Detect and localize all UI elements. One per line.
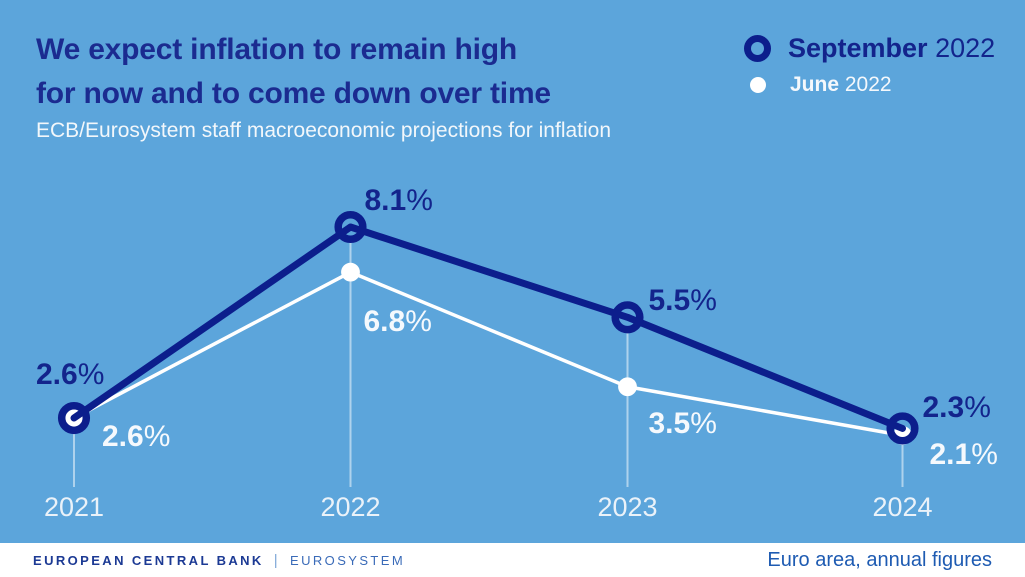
title-line-2: for now and to come down over time <box>36 77 551 110</box>
legend-label: June 2022 <box>790 73 892 96</box>
value-label-june-2024: 2.1% <box>929 438 998 472</box>
footer-bar: EUROPEAN CENTRAL BANK | EUROSYSTEM Euro … <box>0 543 1025 577</box>
brand-separator: | <box>273 551 281 569</box>
x-axis-label-2022: 2022 <box>320 492 381 522</box>
series-line-september <box>70 223 906 432</box>
chart-legend: September 2022 June 2022 <box>744 33 1014 106</box>
legend-item-september: September 2022 <box>744 33 1014 64</box>
data-point-ring-september <box>611 301 644 334</box>
page-title: We expect inflation to remain high for n… <box>36 28 676 116</box>
chart-subtitle: ECB/Eurosystem staff macroeconomic proje… <box>36 119 612 142</box>
x-axis-label-2021: 2021 <box>43 492 105 522</box>
data-point-ring-september <box>886 412 919 445</box>
ecb-brand-text: EUROPEAN CENTRAL BANK <box>33 552 264 568</box>
value-label-june-2021: 2.6% <box>102 420 171 453</box>
data-point-ring-september <box>334 210 367 244</box>
value-label-september-2021: 2.6% <box>36 358 105 391</box>
title-line-1: We expect inflation to remain high <box>36 33 518 66</box>
data-point-dot-june <box>618 377 637 397</box>
data-point-dot-june <box>341 262 360 282</box>
value-label-september-2022: 8.1% <box>364 184 433 217</box>
value-label-september-2023: 5.5% <box>648 284 717 318</box>
value-label-june-2022: 6.8% <box>363 305 432 339</box>
legend-label: September 2022 <box>788 33 996 63</box>
data-point-ring-september <box>57 401 91 435</box>
eurosystem-text: EUROSYSTEM <box>290 552 406 568</box>
x-axis-label-2023: 2023 <box>597 492 658 522</box>
x-axis-label-2024: 2024 <box>872 492 933 522</box>
series-line-june <box>72 270 905 438</box>
ecb-wordmark: EUROPEAN CENTRAL BANK | EUROSYSTEM <box>33 552 405 569</box>
dot-icon <box>750 77 766 93</box>
ring-icon <box>744 35 771 62</box>
value-label-september-2024: 2.3% <box>922 391 991 425</box>
value-label-june-2023: 3.5% <box>648 406 717 440</box>
footer-note: Euro area, annual figures <box>767 548 992 571</box>
legend-item-june: June 2022 <box>744 73 1014 97</box>
